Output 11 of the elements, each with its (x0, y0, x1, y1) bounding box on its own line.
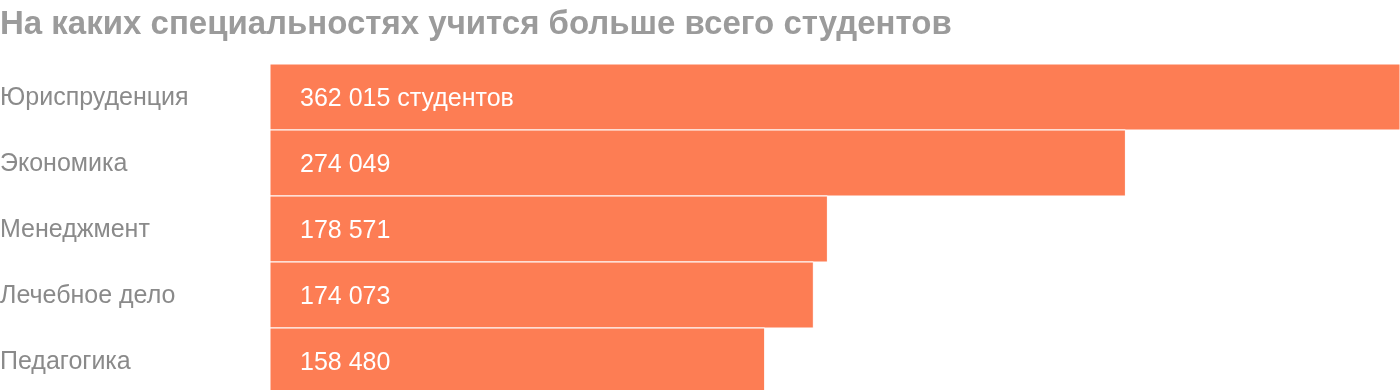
data-label: 158 480 (300, 347, 391, 375)
y-tick-label: Менеджмент (0, 214, 151, 242)
data-label: 274 049 (300, 149, 391, 177)
chart-title: На каких специальностях учится больше всего студентов (0, 3, 953, 43)
data-label: 178 571 (300, 215, 391, 243)
data-label: 362 015 студентов (300, 83, 514, 111)
y-tick-label: Лечебное дело (0, 280, 176, 308)
data-label: 174 073 (300, 281, 391, 309)
y-tick-label: Юриспруденция (0, 82, 189, 110)
y-tick-label: Педагогика (0, 346, 131, 374)
y-tick-label: Экономика (0, 148, 128, 176)
